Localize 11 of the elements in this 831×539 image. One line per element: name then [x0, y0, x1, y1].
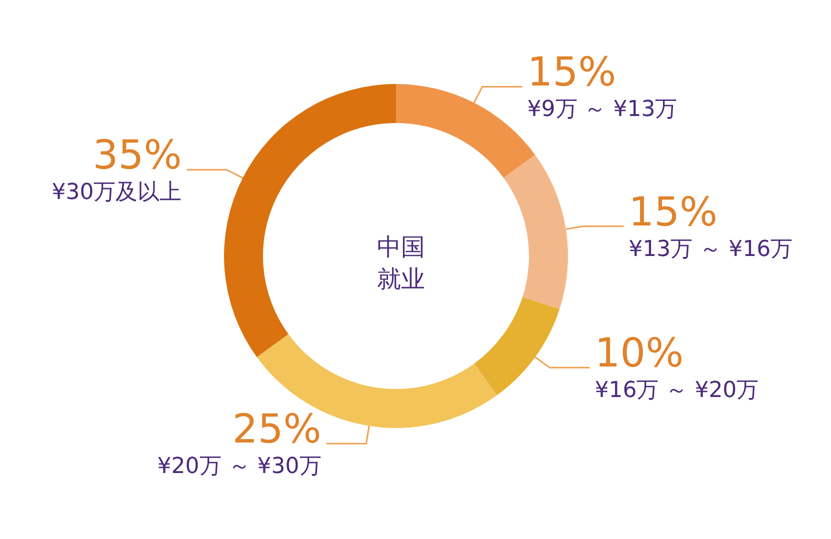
text: 中国就业	[377, 233, 425, 293]
data-label: 25%	[232, 406, 322, 453]
slice-label: ¥13万 ～ ¥16万	[628, 236, 793, 262]
slice-label: ¥30万及以上	[52, 180, 182, 206]
data-label: 10%	[594, 330, 684, 377]
slice-label: ¥20万 ～ ¥30万	[157, 454, 322, 480]
data-label: 15%	[527, 50, 616, 96]
data-label: 15%	[628, 189, 718, 236]
data-label: 35%	[92, 132, 182, 179]
slice-label: ¥16万 ～ ¥20万	[594, 378, 759, 404]
slice-label: ¥9万 ～ ¥13万	[527, 97, 678, 122]
